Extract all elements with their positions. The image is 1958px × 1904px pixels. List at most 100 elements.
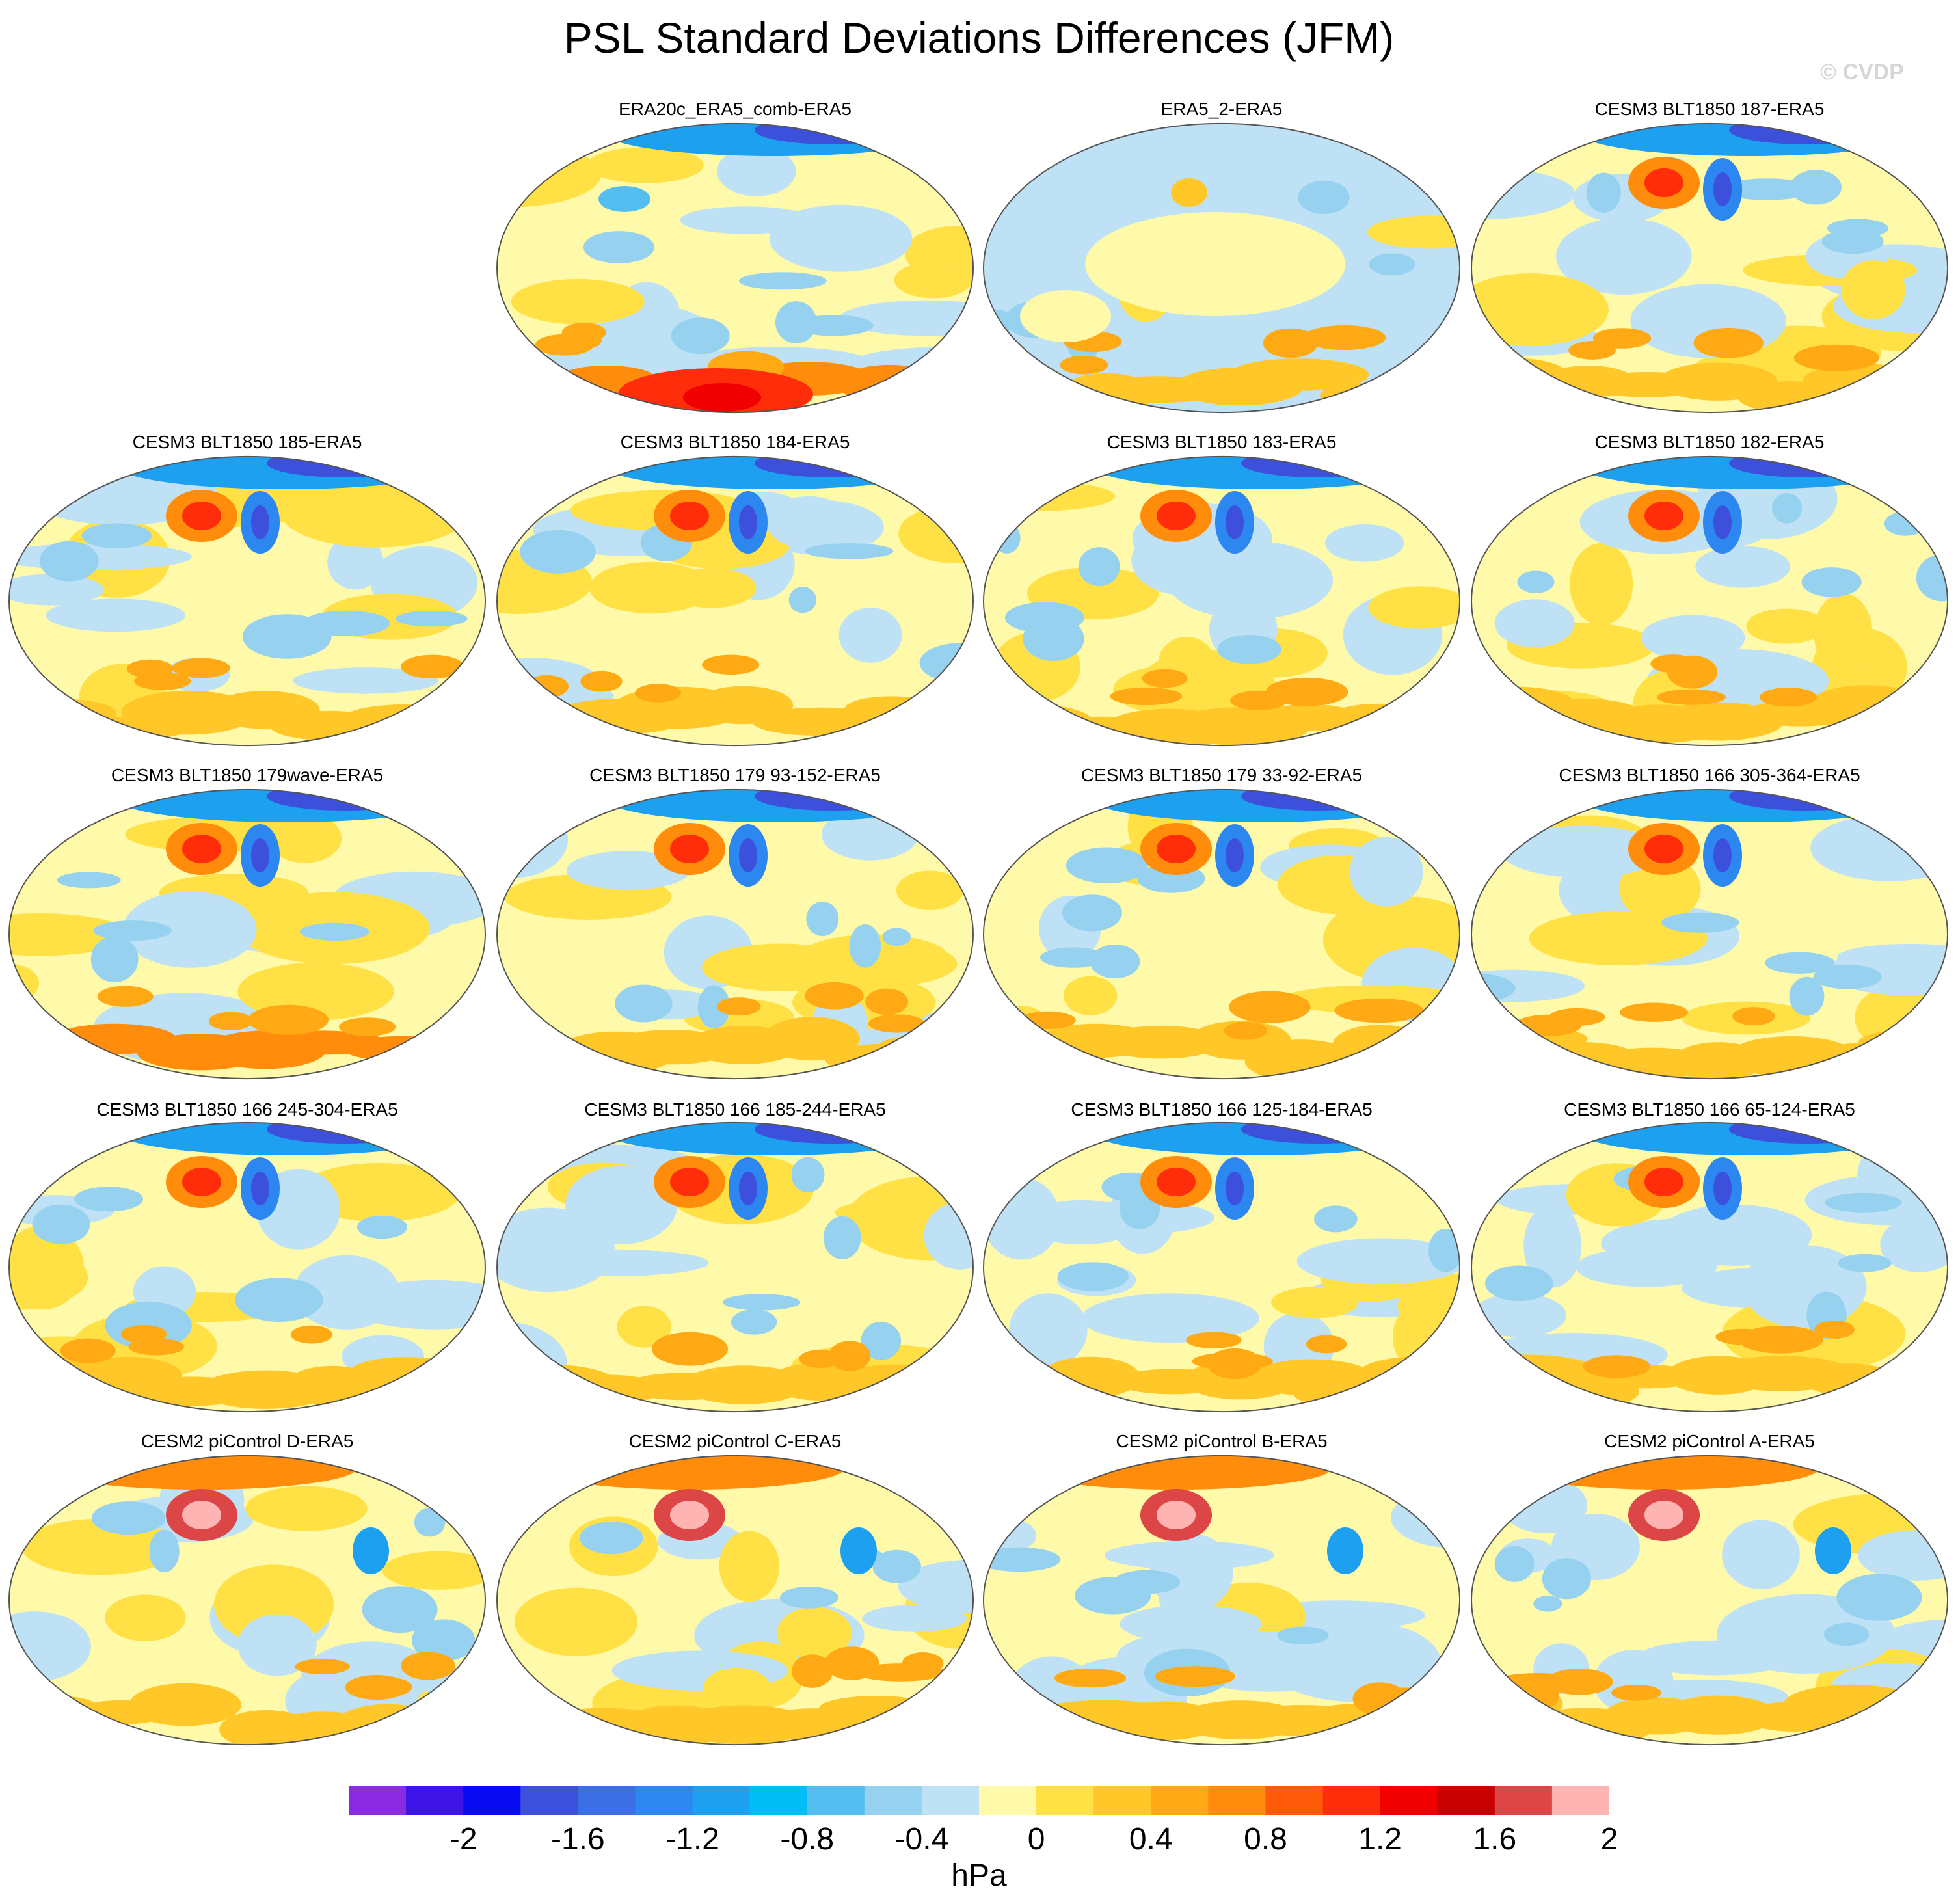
field-patch	[894, 261, 972, 299]
north-atlantic-core	[251, 1172, 269, 1205]
southern-band-patch	[290, 1325, 333, 1344]
southern-band-patch	[1620, 1002, 1689, 1022]
map-border	[1470, 1455, 1949, 1745]
north-atlantic-core	[739, 838, 757, 872]
southern-band-patch	[825, 1043, 961, 1076]
map-border	[8, 789, 487, 1079]
colorbar-swatch	[979, 1786, 1037, 1815]
map-border	[496, 1122, 974, 1412]
colorbar-swatch	[578, 1786, 636, 1815]
field-patch	[766, 496, 851, 549]
psl-difference-map	[496, 1455, 974, 1745]
field-patch	[1149, 1533, 1233, 1612]
field-patch	[1586, 172, 1621, 213]
southern-band-patch	[658, 1335, 714, 1352]
field-patch	[1823, 1622, 1869, 1646]
southern-band-patch	[907, 1358, 973, 1388]
field-patch	[719, 1531, 780, 1602]
field-patch	[1078, 547, 1120, 587]
field-patch	[583, 231, 654, 263]
north-pacific-core	[182, 1501, 221, 1529]
cvdp-watermark: © CVDP	[1820, 60, 1904, 85]
colorbar-swatch	[1322, 1786, 1381, 1815]
field-patch	[1057, 1262, 1129, 1291]
field-patch	[1023, 1200, 1141, 1245]
field-patch	[356, 1215, 408, 1239]
north-atlantic-core	[739, 505, 757, 539]
southern-band-patch	[893, 373, 973, 410]
map-border	[8, 1455, 487, 1745]
colorbar-swatch	[921, 1786, 980, 1815]
colorbar-swatch	[1494, 1786, 1553, 1815]
field-patch	[46, 598, 185, 632]
north-atlantic-low	[1815, 1527, 1851, 1574]
field-patch	[1619, 856, 1701, 922]
southern-band-patch	[1060, 355, 1108, 375]
field-patch	[74, 1187, 143, 1212]
colorbar-tick-label: 0.8	[1244, 1822, 1287, 1857]
southern-band-patch	[891, 1708, 973, 1743]
panel-title: CESM3 BLT1850 187-ERA5	[1594, 99, 1825, 119]
field-patch	[1298, 180, 1350, 215]
field-patch	[515, 1587, 638, 1656]
field-patch	[671, 317, 730, 355]
field-patch	[1814, 593, 1873, 673]
colorbar-swatch	[463, 1786, 521, 1815]
southern-band-patch	[401, 654, 464, 679]
north-pacific-core	[182, 502, 221, 530]
north-pacific-core	[182, 1168, 221, 1196]
psl-difference-map	[8, 1122, 487, 1412]
southern-band-patch	[128, 1338, 185, 1356]
southern-band-patch	[1860, 1379, 1948, 1412]
southern-band-patch	[865, 988, 909, 1015]
colorbar-tick-label: -1.2	[665, 1822, 719, 1857]
southern-band-patch	[1650, 654, 1696, 673]
north-pacific-core	[1157, 502, 1196, 530]
field-patch	[1641, 615, 1745, 661]
southern-band-patch	[1715, 1328, 1771, 1345]
map-border	[496, 789, 974, 1079]
map-border	[982, 789, 1461, 1079]
field-patch	[293, 1255, 400, 1330]
field-patch	[1286, 136, 1363, 185]
field-patch	[242, 614, 332, 659]
colorbar-tick-label: 0.4	[1129, 1822, 1173, 1857]
colorbar-swatch	[1093, 1786, 1151, 1815]
southern-band-patch	[1693, 327, 1764, 358]
field-patch	[1916, 554, 1948, 602]
psl-difference-map	[8, 1455, 487, 1745]
field-patch	[1722, 178, 1812, 200]
panel-title: CESM2 piControl A-ERA5	[1604, 1431, 1815, 1451]
field-patch	[1068, 141, 1132, 202]
field-patch	[680, 206, 813, 234]
psl-difference-map	[1470, 1455, 1949, 1745]
field-patch	[149, 1529, 180, 1573]
southern-band-patch	[208, 1012, 253, 1030]
field-patch	[896, 870, 963, 911]
colorbar-tick-label: -2	[449, 1822, 477, 1857]
field-patch	[1523, 1203, 1582, 1288]
field-patch	[90, 936, 139, 983]
colorbar-swatch	[1551, 1786, 1609, 1815]
field-patch	[791, 1157, 825, 1193]
field-patch	[1765, 952, 1835, 974]
field-patch	[1131, 525, 1239, 596]
field-patch	[1004, 602, 1084, 634]
colorbar-swatch	[807, 1786, 865, 1815]
field-patch	[1501, 825, 1665, 878]
colorbar-swatch	[1151, 1786, 1209, 1815]
field-patch	[898, 1559, 973, 1613]
field-patch	[717, 146, 796, 196]
southern-band-patch	[1334, 998, 1424, 1023]
southern-band-patch	[10, 1695, 103, 1726]
southern-band-patch	[410, 1710, 485, 1744]
field-patch	[8, 574, 104, 606]
panel-title: CESM3 BLT1850 184-ERA5	[620, 432, 850, 452]
southern-band-patch	[1302, 325, 1386, 351]
colorbar-swatch	[1437, 1786, 1495, 1815]
psl-difference-map	[982, 1455, 1461, 1745]
field-patch	[1601, 1218, 1766, 1268]
field-patch	[1790, 170, 1842, 205]
field-patch	[777, 1607, 852, 1659]
panel-title: ERA20c_ERA5_comb-ERA5	[619, 99, 852, 119]
